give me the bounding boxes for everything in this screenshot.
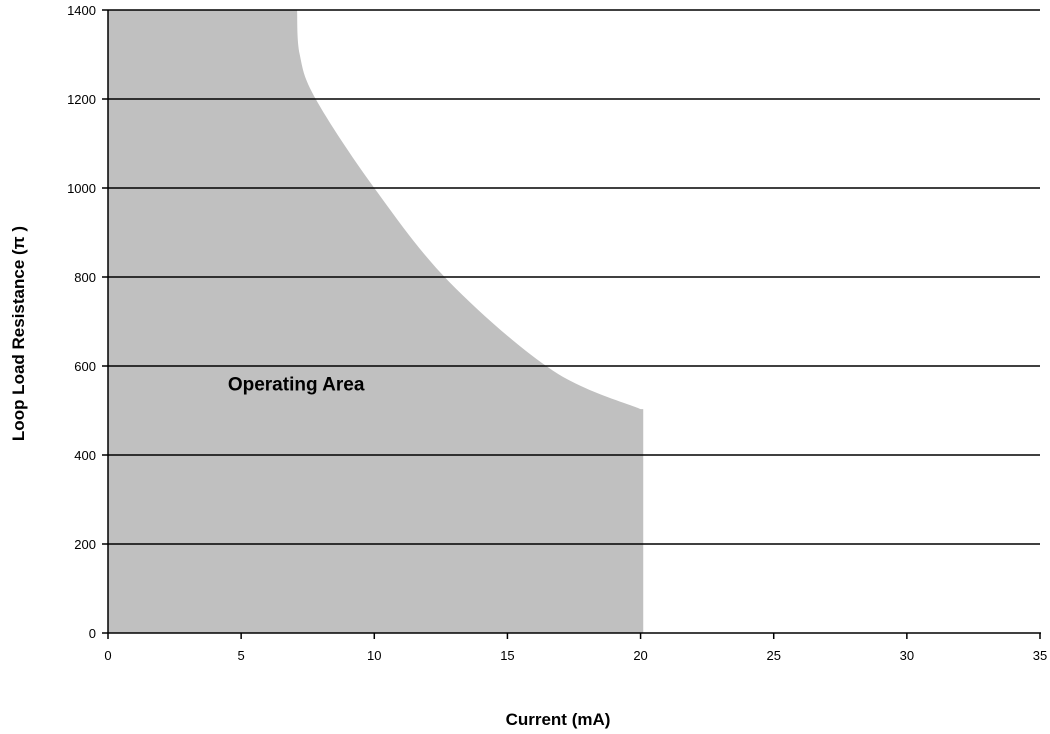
y-tick-label-1200: 1200 [67,92,96,107]
y-tick-label-0: 0 [89,626,96,641]
x-tick-label-5: 5 [238,648,245,663]
axes [102,9,1041,639]
y-tick-label-800: 800 [74,270,96,285]
y-tick-label-1400: 1400 [67,3,96,18]
y-tick-label-1000: 1000 [67,181,96,196]
x-axis-title: Current (mA) [506,710,611,729]
operating-area-fill [108,10,644,633]
y-tick-label-400: 400 [74,448,96,463]
x-tick-label-25: 25 [766,648,780,663]
y-tick-label-600: 600 [74,359,96,374]
annotation-operating-area: Operating Area [228,374,365,395]
y-tick-label-200: 200 [74,537,96,552]
x-tick-label-0: 0 [104,648,111,663]
x-tick-label-10: 10 [367,648,381,663]
x-tick-label-15: 15 [500,648,514,663]
gridlines [108,9,1040,545]
x-tick-label-30: 30 [900,648,914,663]
annotations: Operating Area [228,374,365,395]
x-tick-label-35: 35 [1033,648,1047,663]
x-tick-label-20: 20 [633,648,647,663]
y-axis-title: Loop Load Resistance (π ) [9,226,28,441]
tick-labels: 0 5 10 15 20 25 30 35 0 200 400 600 800 1000 1200 1400 [67,3,1047,663]
operating-area-region-layer [108,10,644,633]
